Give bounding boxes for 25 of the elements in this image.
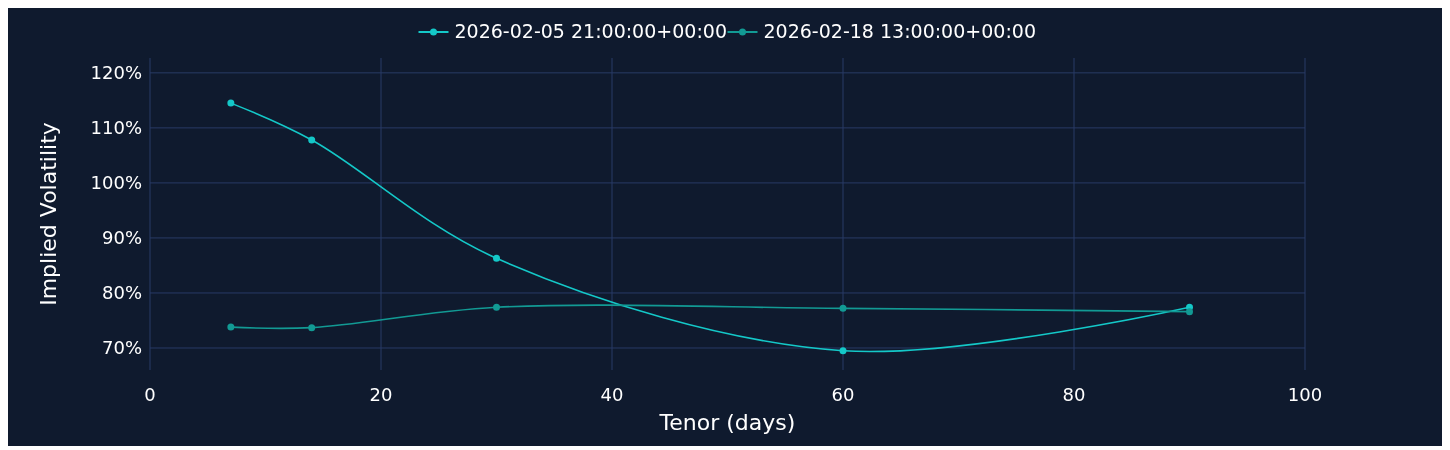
point (839, 304, 847, 312)
y-tick-label: 70% (101, 337, 142, 359)
x-tick-label: 80 (1062, 384, 1086, 406)
y-tick-label: 100% (90, 172, 142, 194)
point (1186, 308, 1193, 316)
legend-label: 2026-02-18 13:00:00+00:00 (763, 20, 1036, 42)
y-tick-label: 110% (90, 117, 142, 139)
y-tick-label: 90% (101, 227, 142, 249)
y-axis-title: Implied Volatility (36, 122, 61, 306)
x-axis-title: Tenor (days) (658, 410, 796, 435)
point (308, 324, 316, 332)
point (839, 347, 847, 355)
x-tick-label: 0 (144, 384, 156, 406)
x-tick-label: 100 (1287, 384, 1323, 406)
point (493, 303, 500, 311)
x-tick-label: 20 (369, 384, 393, 406)
y-tick-label: 80% (101, 282, 142, 304)
point (227, 323, 235, 331)
point (493, 254, 500, 262)
x-tick-label: 60 (831, 384, 855, 406)
legend-label: 2026-02-05 21:00:00+00:00 (454, 20, 727, 42)
point (308, 136, 316, 144)
point (227, 99, 235, 107)
x-tick-label: 40 (600, 384, 624, 406)
y-tick-label: 120% (90, 62, 142, 84)
